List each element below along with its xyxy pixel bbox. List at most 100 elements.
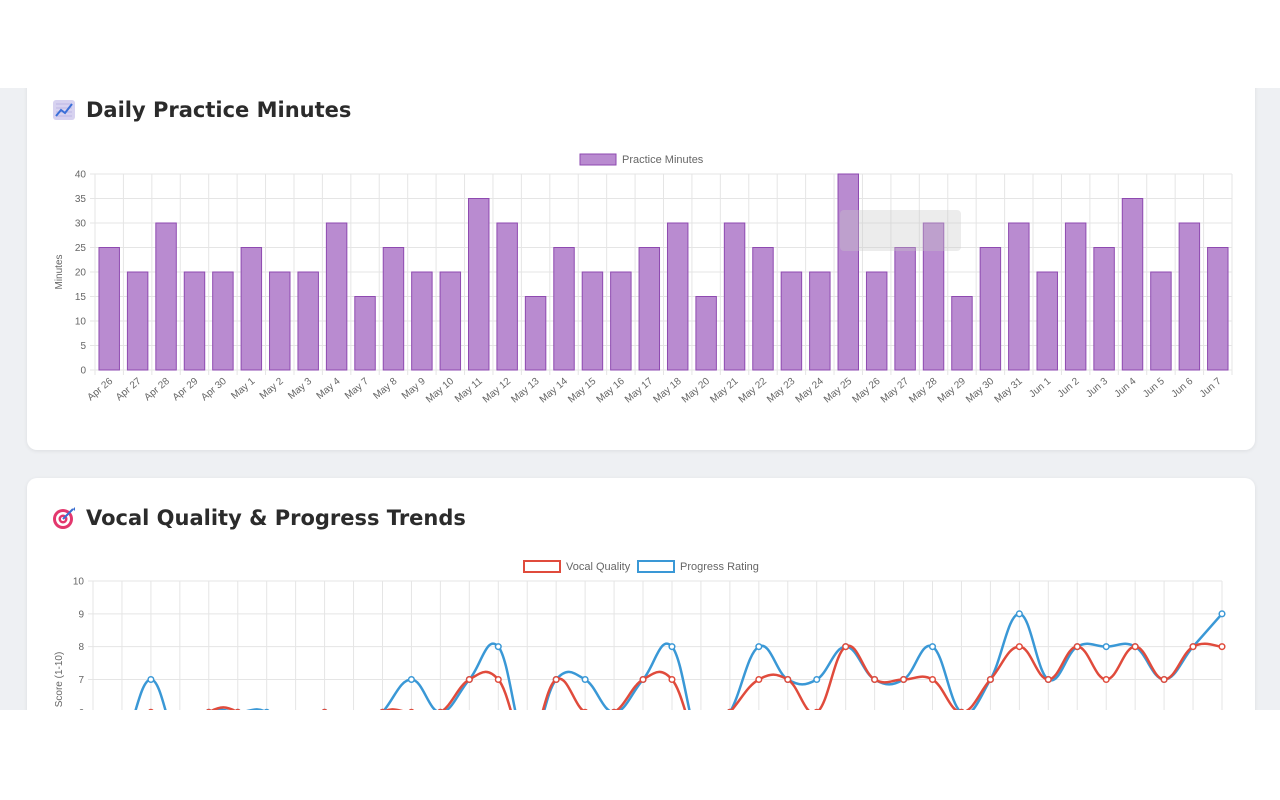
point-progress-rating [581,675,589,684]
y-tick-label: 40 [75,170,87,181]
series-line-vocal-quality [210,642,1223,710]
x-tick-label: May 23 [765,376,798,406]
x-tick-label: May 24 [794,376,827,406]
y-tick-label: 10 [73,577,85,588]
x-tick-label: May 1 [229,376,257,402]
point-progress-rating [755,643,763,651]
legend-swatch-progress-rating [637,560,675,573]
quality-card-title: Vocal Quality & Progress Trends [86,506,466,530]
bar-may-2 [269,271,291,371]
point-vocal-quality [465,675,473,684]
legend-swatch-vocal-quality [523,560,561,573]
bar-apr-30 [212,271,234,371]
bar-jun-7 [1207,247,1229,371]
bar-may-30 [979,247,1002,371]
point-vocal-quality [1073,643,1081,651]
x-tick-label: May 14 [538,376,571,406]
bar-may-29 [951,296,973,371]
point-vocal-quality [1015,643,1023,651]
x-tick-label: Apr 28 [142,376,172,404]
point-progress-rating [1102,643,1110,651]
x-tick-label: Jun 4 [1113,376,1139,400]
x-tick-label: Apr 26 [85,376,115,404]
legend-swatch-practice-minutes [579,153,617,166]
bar-apr-26 [98,247,120,371]
x-tick-label: Jun 6 [1169,376,1195,400]
point-vocal-quality [842,643,850,651]
dashboard-viewport: Daily Practice Minutes Practice Minutes 0… [0,88,1280,710]
point-progress-rating [1015,610,1023,618]
x-tick-label: May 30 [964,376,997,406]
x-tick-label: May 18 [651,376,684,406]
direct-hit-target-icon [53,507,75,529]
practice-minutes-chart: Practice Minutes 0 5 10 15 20 25 30 35 40 Minutes A… [54,153,1233,406]
point-progress-rating [813,675,821,684]
y-tick-label: 25 [75,243,87,254]
x-tick-label: May 11 [453,376,485,405]
y-tick-label: 0 [80,366,86,377]
x-tick-label: May 4 [315,376,343,402]
bar-may-11 [468,198,490,371]
bar-may-8 [382,247,405,371]
bar-may-20 [695,296,717,371]
chart-tooltip [840,210,961,251]
x-tick-label: May 27 [879,376,912,406]
point-vocal-quality [1102,675,1110,684]
bar-jun-1 [1036,271,1058,371]
x-tick-label: Jun 7 [1198,376,1224,400]
legend-label-practice-minutes: Practice Minutes [622,154,704,166]
legend-label-vocal-quality: Vocal Quality [566,561,631,573]
x-tick-label: May 22 [737,376,770,406]
quality-card-header: Vocal Quality & Progress Trends [52,506,466,530]
bar-jun-2 [1064,222,1087,371]
bar-apr-28 [155,222,177,371]
point-vocal-quality [986,675,994,684]
bar-may-14 [553,247,575,371]
quality-trends-chart: Vocal Quality Progress Rating45678910Scor… [54,560,1226,710]
y-tick-label: 30 [75,219,87,230]
point-vocal-quality [1044,675,1052,684]
x-tick-label: May 25 [822,376,855,406]
x-tick-label: Apr 30 [199,376,229,404]
x-tick-label: Jun 5 [1141,376,1167,400]
point-vocal-quality [1189,643,1197,651]
x-tick-label: May 10 [424,376,457,406]
x-tick-label: May 21 [708,376,741,406]
bar-may-10 [439,271,462,371]
bar-may-31 [1008,222,1030,371]
bar-may-3 [297,271,319,371]
y-axis-title: Score (1-10) [54,652,65,708]
legend-label-progress-rating: Progress Rating [680,561,759,573]
point-vocal-quality [928,675,937,684]
x-tick-label: May 13 [509,376,542,406]
x-tick-label: May 17 [623,376,656,406]
x-tick-label: Apr 29 [171,376,201,404]
y-tick-label: 7 [78,675,84,686]
point-vocal-quality [1218,643,1226,651]
bar-may-13 [524,296,547,371]
x-tick-label: May 29 [936,376,969,406]
x-tick-label: May 20 [680,376,713,406]
y-tick-label: 6 [78,708,84,710]
practice-card-title: Daily Practice Minutes [86,98,352,122]
point-vocal-quality [668,675,676,684]
bar-may-4 [325,222,348,371]
y-tick-label: 10 [75,317,87,328]
x-tick-label: Jun 3 [1084,376,1110,400]
bar-may-9 [411,271,433,371]
x-tick-label: May 8 [371,376,399,402]
bar-apr-27 [126,271,149,371]
bar-may-22 [752,247,774,371]
x-tick-label: May 2 [258,376,286,402]
x-tick-label: May 7 [343,376,371,402]
bar-may-16 [610,271,632,371]
y-axis-title: Minutes [54,254,65,289]
point-vocal-quality [900,675,908,684]
x-tick-label: May 12 [481,376,514,406]
bar-may-17 [638,247,661,371]
bar-jun-4 [1121,198,1144,371]
x-tick-label: May 26 [850,376,883,406]
bar-jun-3 [1093,247,1115,371]
y-tick-label: 20 [75,268,87,279]
bar-may-28 [922,222,945,371]
